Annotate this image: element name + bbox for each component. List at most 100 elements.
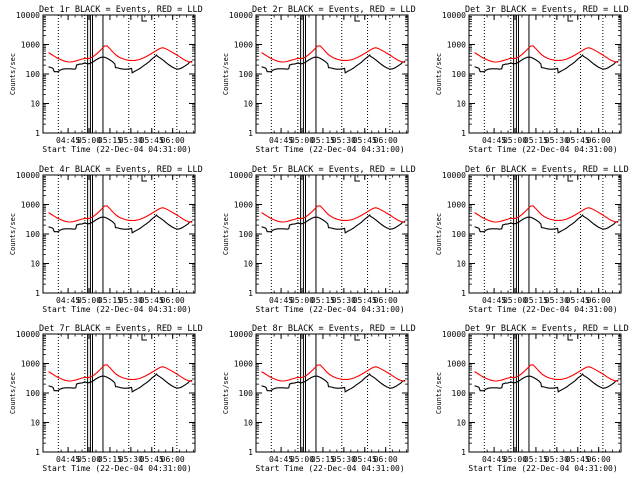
plot-frame <box>468 333 622 453</box>
plot-area <box>261 15 406 133</box>
y-tick-label: 1 <box>461 448 466 457</box>
y-tick-label: 10 <box>243 100 253 109</box>
x-tick-label: 04:45 <box>56 296 80 305</box>
y-tick-label: 1000 <box>447 201 466 210</box>
chart-panel-6: Det 6r BLACK = Events, RED = LLD 1 10 100 10… <box>435 165 629 314</box>
x-tick-label: 06:00 <box>161 296 185 305</box>
x-tick-label: 05:15 <box>524 296 548 305</box>
x-tick-label: 05:30 <box>545 296 569 305</box>
x-tick-label: 04:45 <box>482 136 506 145</box>
y-tick-label: 10000 <box>229 330 253 339</box>
series-line-events <box>48 54 193 74</box>
x-tick-label: 05:15 <box>524 136 548 145</box>
x-tick-label: 05:30 <box>332 455 356 464</box>
y-tick-label: 1000 <box>234 360 253 369</box>
chart-panel-9: Det 9r BLACK = Events, RED = LLD 1 10 100 10… <box>435 324 629 473</box>
x-tick-label: 06:00 <box>587 136 611 145</box>
x-tick-label: 05:00 <box>290 296 314 305</box>
x-tick-label: 04:45 <box>269 136 293 145</box>
plot-frame <box>42 14 196 134</box>
x-tick-label: 05:30 <box>545 455 569 464</box>
plot-frame <box>42 174 196 294</box>
x-tick-label: 06:00 <box>587 296 611 305</box>
chart-title: Det 1r BLACK = Events, RED = LLD <box>39 5 203 15</box>
bracket-marker <box>354 334 361 341</box>
y-tick-label: 1000 <box>21 41 40 50</box>
chart-panel-3: Det 3r BLACK = Events, RED = LLD 1 10 100 10… <box>435 5 629 154</box>
series-line-events <box>474 214 619 234</box>
bracket-marker <box>567 175 574 182</box>
y-tick-label: 1000 <box>234 201 253 210</box>
x-tick-label: 05:45 <box>353 296 377 305</box>
y-tick-label: 1 <box>35 289 40 298</box>
x-tick-label: 05:45 <box>566 136 590 145</box>
y-tick-label: 10 <box>30 260 40 269</box>
y-tick-label: 10000 <box>442 171 466 180</box>
y-tick-label: 1 <box>248 448 253 457</box>
x-tick-label: 05:30 <box>119 136 143 145</box>
y-tick-label: 10 <box>456 100 466 109</box>
x-tick-label: 05:45 <box>140 455 164 464</box>
y-axis-label: Counts/sec <box>435 372 443 414</box>
x-tick-label: 05:30 <box>119 455 143 464</box>
x-tick-label: 05:30 <box>119 296 143 305</box>
series-line-events <box>261 373 406 393</box>
y-tick-label: 10000 <box>16 171 40 180</box>
y-tick-label: 100 <box>239 230 254 239</box>
x-tick-label: 05:30 <box>545 136 569 145</box>
bracket-marker <box>567 334 574 341</box>
chart-title: Det 6r BLACK = Events, RED = LLD <box>465 165 629 175</box>
series-line-lld <box>261 364 406 382</box>
x-tick-label: 05:15 <box>98 455 122 464</box>
y-axis-label: Counts/sec <box>222 53 230 95</box>
series-line-lld <box>261 205 406 223</box>
chart-title: Det 8r BLACK = Events, RED = LLD <box>252 324 416 334</box>
x-axis-label: Start Time (22-Dec-04 04:31:00) <box>255 145 404 154</box>
bracket-marker <box>141 15 148 22</box>
x-tick-label: 04:45 <box>482 455 506 464</box>
x-tick-label: 04:45 <box>56 136 80 145</box>
chart-title: Det 5r BLACK = Events, RED = LLD <box>252 165 416 175</box>
x-tick-label: 05:00 <box>503 136 527 145</box>
series-line-lld <box>48 364 193 382</box>
x-tick-label: 06:00 <box>161 136 185 145</box>
y-tick-label: 10000 <box>16 11 40 20</box>
x-axis-label: Start Time (22-Dec-04 04:31:00) <box>42 145 191 154</box>
x-tick-label: 05:15 <box>311 136 335 145</box>
x-tick-label: 05:45 <box>566 296 590 305</box>
y-tick-label: 100 <box>26 389 41 398</box>
chart-panel-1: Det 1r BLACK = Events, RED = LLD 1 10 100 10… <box>9 5 203 154</box>
y-tick-label: 1000 <box>21 201 40 210</box>
plot-frame <box>255 174 409 294</box>
plot-frame <box>42 333 196 453</box>
bracket-marker <box>141 175 148 182</box>
chart-panel-2: Det 2r BLACK = Events, RED = LLD 1 10 100 10… <box>222 5 416 154</box>
y-tick-label: 1 <box>461 289 466 298</box>
y-axis-label: Counts/sec <box>9 372 17 414</box>
bracket-marker <box>567 15 574 22</box>
x-tick-label: 04:45 <box>269 455 293 464</box>
y-axis-label: Counts/sec <box>435 53 443 95</box>
x-tick-label: 06:00 <box>161 455 185 464</box>
y-tick-label: 100 <box>26 230 41 239</box>
y-tick-label: 1000 <box>447 41 466 50</box>
y-tick-label: 10 <box>456 260 466 269</box>
y-tick-label: 10000 <box>229 171 253 180</box>
y-tick-label: 1 <box>35 129 40 138</box>
series-line-events <box>261 214 406 234</box>
chart-title: Det 3r BLACK = Events, RED = LLD <box>465 5 629 15</box>
x-axis-label: Start Time (22-Dec-04 04:31:00) <box>468 305 617 314</box>
plot-frame <box>468 174 622 294</box>
y-tick-label: 100 <box>26 70 41 79</box>
y-tick-label: 100 <box>452 70 467 79</box>
y-tick-label: 10000 <box>16 330 40 339</box>
plot-area <box>474 334 619 452</box>
y-tick-label: 10 <box>30 419 40 428</box>
y-tick-label: 10 <box>30 100 40 109</box>
series-line-lld <box>48 45 193 63</box>
plot-frame <box>255 14 409 134</box>
plot-frame <box>255 333 409 453</box>
x-tick-label: 05:15 <box>98 296 122 305</box>
x-tick-label: 04:45 <box>269 296 293 305</box>
